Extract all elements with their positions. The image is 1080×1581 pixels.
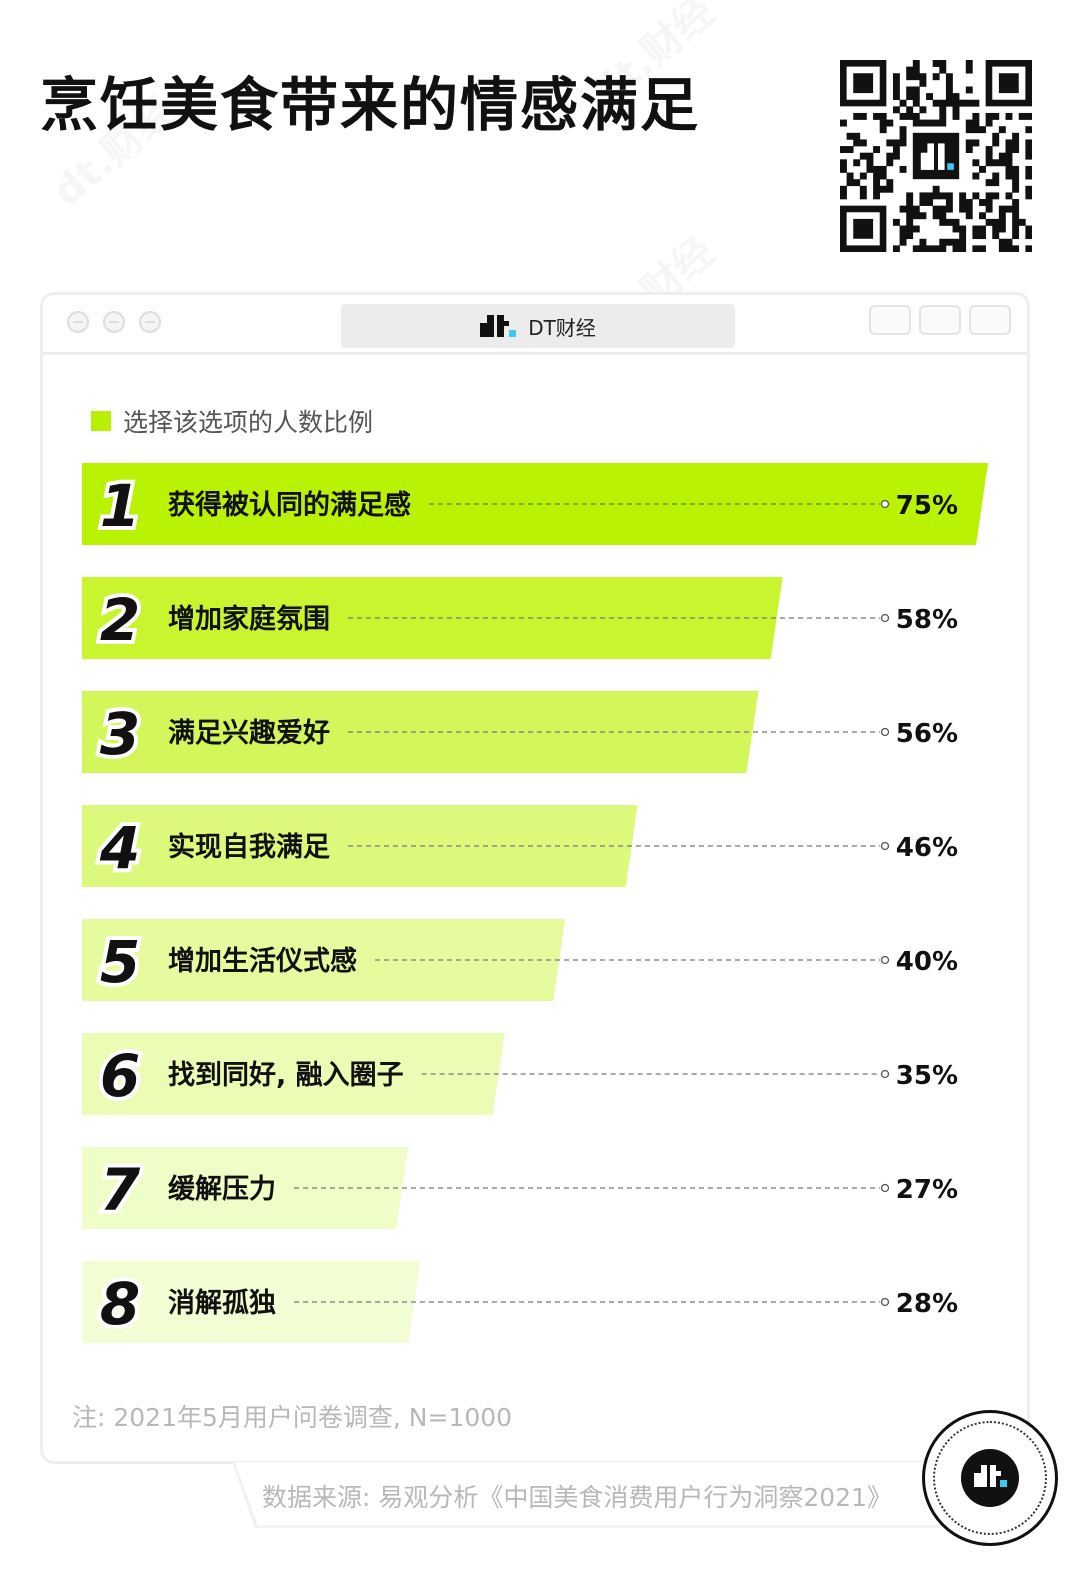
minimize-icon[interactable] (103, 311, 125, 333)
leader-dot (880, 1069, 890, 1079)
leader-dot (880, 955, 890, 965)
bar (82, 919, 566, 1001)
value-label: 35% (896, 1061, 958, 1091)
survey-note: 注: 2021年5月用户问卷调查, N=1000 (72, 1403, 513, 1432)
category-label: 实现自我满足 (168, 831, 330, 863)
maximize-icon[interactable] (139, 311, 161, 333)
category-label: 满足兴趣爱好 (168, 718, 330, 749)
close-icon[interactable] (67, 311, 89, 333)
rank-label: 1 (100, 472, 140, 540)
window-title-bar: DT财经 (43, 295, 1027, 355)
rank-label: 7 (100, 1156, 141, 1224)
legend-label: 选择该选项的人数比例 (123, 408, 374, 437)
bar (82, 1033, 505, 1115)
value-label: 58% (896, 605, 958, 635)
category-label: 获得被认同的满足感 (168, 489, 411, 521)
data-source: 数据来源: 易观分析《中国美食消费用户行为洞察2021》 (262, 1483, 892, 1512)
leader-dot (880, 613, 890, 623)
leader-dot (880, 727, 890, 737)
page-title: 烹饪美食带来的情感满足 (40, 71, 701, 139)
value-label: 40% (896, 947, 958, 977)
rank-label: 4 (99, 814, 140, 882)
bar (82, 1147, 409, 1229)
dt-logo-icon (961, 1449, 1019, 1507)
address-bar[interactable]: DT财经 (341, 304, 735, 348)
leader-dot (880, 1297, 890, 1307)
leader-dot (880, 499, 890, 509)
legend-swatch (91, 411, 111, 431)
bar (82, 463, 988, 545)
category-label: 增加家庭氛围 (168, 603, 330, 635)
rank-label: 5 (100, 928, 140, 996)
source-tab (232, 1462, 992, 1528)
value-label: 46% (896, 833, 958, 863)
category-label: 消解孤独 (168, 1287, 276, 1319)
rank-label: 2 (100, 586, 140, 654)
category-label: 缓解压力 (168, 1174, 276, 1205)
record-icon[interactable] (869, 305, 911, 335)
category-label: 增加生活仪式感 (168, 945, 357, 977)
leader-dot (880, 1183, 890, 1193)
value-label: 28% (896, 1289, 958, 1319)
chart-legend: 选择该选项的人数比例 (91, 403, 373, 439)
value-label: 27% (896, 1175, 958, 1205)
brand-name: DT财经 (528, 315, 596, 340)
share-icon[interactable] (919, 305, 961, 335)
category-label: 找到同好, 融入圈子 (168, 1060, 404, 1091)
window-icon[interactable] (969, 305, 1011, 335)
value-label: 75% (896, 491, 958, 521)
bar (82, 1261, 421, 1343)
rank-label: 8 (100, 1270, 140, 1338)
qr-code-icon (840, 60, 1032, 252)
dt-logo-icon (480, 315, 517, 337)
leader-dot (880, 841, 890, 851)
dt-badge (922, 1410, 1058, 1546)
rank-label: 3 (100, 700, 140, 768)
value-label: 56% (896, 719, 958, 749)
rank-label: 6 (100, 1042, 140, 1110)
